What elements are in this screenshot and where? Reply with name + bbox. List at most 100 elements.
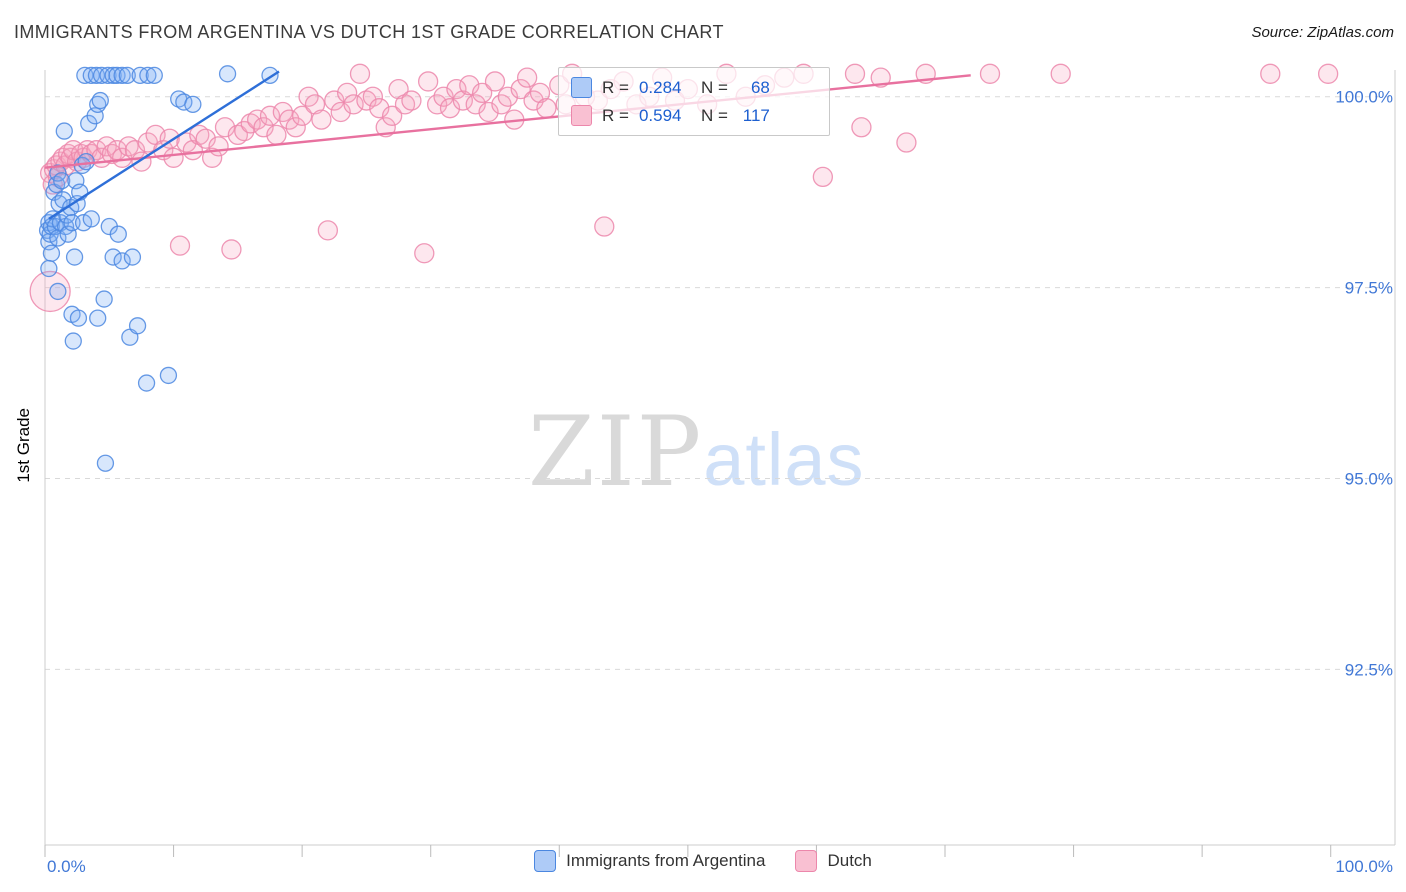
legend-label-argentina: Immigrants from Argentina — [566, 851, 766, 870]
scatter-point-dutch — [111, 147, 133, 168]
scatter-point-argentina — [139, 66, 157, 84]
scatter-point-dutch — [471, 82, 493, 104]
scatter-point-argentina — [159, 366, 178, 385]
scatter-point-argentina — [113, 252, 131, 270]
scatter-point-dutch — [381, 105, 403, 126]
scatter-point-argentina — [118, 66, 136, 84]
correlation-legend-row-argentina: R = 0.284 N = 68 — [571, 77, 817, 98]
legend-swatch-dutch — [795, 850, 818, 872]
n-value: 117 — [742, 105, 770, 125]
scatter-point-dutch — [189, 124, 210, 146]
scatter-point-dutch — [291, 105, 313, 126]
scatter-point-argentina — [42, 244, 61, 262]
scatter-point-dutch — [401, 90, 422, 111]
scatter-point-argentina — [145, 66, 163, 84]
scatter-point-argentina — [40, 259, 58, 278]
scatter-point-dutch — [362, 86, 384, 107]
scatter-point-dutch — [529, 82, 551, 104]
legend-swatch-dutch — [571, 105, 592, 126]
scatter-point-dutch — [484, 71, 506, 92]
scatter-point-dutch — [870, 67, 891, 88]
scatter-point-argentina — [109, 225, 127, 243]
watermark: ZIPatlas — [528, 396, 865, 508]
scatter-point-dutch — [118, 136, 139, 157]
scatter-point-dutch — [433, 86, 454, 107]
scatter-point-argentina — [104, 66, 122, 84]
scatter-point-dutch — [465, 94, 486, 115]
scatter-point-dutch — [979, 63, 1001, 84]
scatter-point-dutch — [1260, 63, 1281, 84]
n-value: 68 — [750, 77, 770, 97]
scatter-point-dutch — [375, 117, 396, 138]
y-tick-label: 97.5% — [1345, 279, 1393, 298]
scatter-point-dutch — [227, 124, 249, 146]
scatter-point-dutch — [356, 90, 377, 111]
scatter-point-argentina — [69, 309, 88, 327]
x-axis-label-max: 100.0% — [1335, 857, 1393, 876]
y-tick-label: 100.0% — [1335, 88, 1393, 107]
r-label: R = — [602, 77, 629, 97]
scatter-point-dutch — [536, 98, 557, 119]
scatter-point-dutch — [812, 166, 834, 188]
scatter-point-dutch — [317, 220, 339, 241]
scatter-point-dutch — [336, 82, 358, 104]
legend-item-dutch[interactable]: Dutch — [795, 850, 872, 872]
scatter-point-dutch — [851, 117, 872, 138]
source-label: Source: ZipAtlas.com — [1251, 24, 1394, 41]
scatter-point-dutch — [388, 78, 409, 100]
y-tick-label: 95.0% — [1345, 469, 1393, 488]
scatter-point-dutch — [163, 147, 184, 168]
scatter-point-argentina — [53, 172, 71, 190]
scatter-point-argentina — [104, 248, 122, 266]
scatter-point-dutch — [169, 235, 191, 256]
scatter-point-dutch — [208, 136, 229, 157]
scatter-point-dutch — [439, 98, 461, 119]
scatter-point-argentina — [77, 152, 95, 171]
scatter-point-dutch — [1050, 63, 1071, 84]
scatter-point-dutch — [394, 94, 416, 115]
r-value: 0.284 — [638, 77, 682, 97]
scatter-point-dutch — [182, 140, 204, 161]
scatter-point-argentina — [99, 66, 117, 84]
scatter-point-dutch — [497, 86, 519, 107]
n-label: N = — [700, 77, 728, 97]
scatter-point-dutch — [452, 90, 474, 111]
scatter-point-argentina — [137, 374, 156, 392]
scatter-point-argentina — [113, 66, 131, 84]
scatter-point-dutch — [1317, 63, 1339, 84]
scatter-point-dutch — [330, 101, 351, 123]
r-label: R = — [602, 105, 629, 125]
scatter-point-argentina — [95, 290, 113, 308]
scatter-point-dutch — [221, 239, 242, 260]
scatter-point-argentina — [218, 65, 237, 83]
scatter-point-dutch — [349, 63, 371, 84]
scatter-point-dutch — [414, 243, 435, 264]
scatter-point-argentina — [91, 91, 109, 110]
legend-swatch-argentina — [571, 77, 592, 98]
scatter-point-dutch — [478, 101, 499, 123]
scatter-point-argentina — [65, 248, 84, 266]
scatter-point-argentina — [64, 332, 82, 350]
correlation-legend-row-dutch: R = 0.594 N = 117 — [571, 105, 817, 126]
scatter-point-argentina — [82, 210, 100, 228]
trend-line-argentina — [48, 70, 280, 220]
scatter-point-dutch — [253, 117, 274, 138]
correlation-legend: R = 0.284 N = 68 R = 0.594 N = 117 — [558, 67, 830, 136]
legend-label-dutch: Dutch — [827, 851, 872, 870]
scatter-point-dutch — [311, 109, 332, 130]
n-label: N = — [700, 105, 728, 125]
scatter-point-dutch — [896, 132, 917, 153]
legend-item-argentina[interactable]: Immigrants from Argentina — [534, 850, 765, 872]
scatter-point-dutch — [459, 75, 480, 96]
scatter-point-dutch — [417, 71, 439, 92]
x-axis-label-min: 0.0% — [47, 857, 86, 876]
scatter-point-dutch — [304, 94, 326, 115]
scatter-point-dutch — [240, 113, 261, 134]
scatter-point-dutch — [343, 94, 364, 115]
scatter-point-dutch — [285, 117, 306, 138]
scatter-point-argentina — [49, 282, 67, 301]
scatter-point-dutch — [324, 90, 345, 111]
scatter-point-dutch — [510, 78, 531, 100]
